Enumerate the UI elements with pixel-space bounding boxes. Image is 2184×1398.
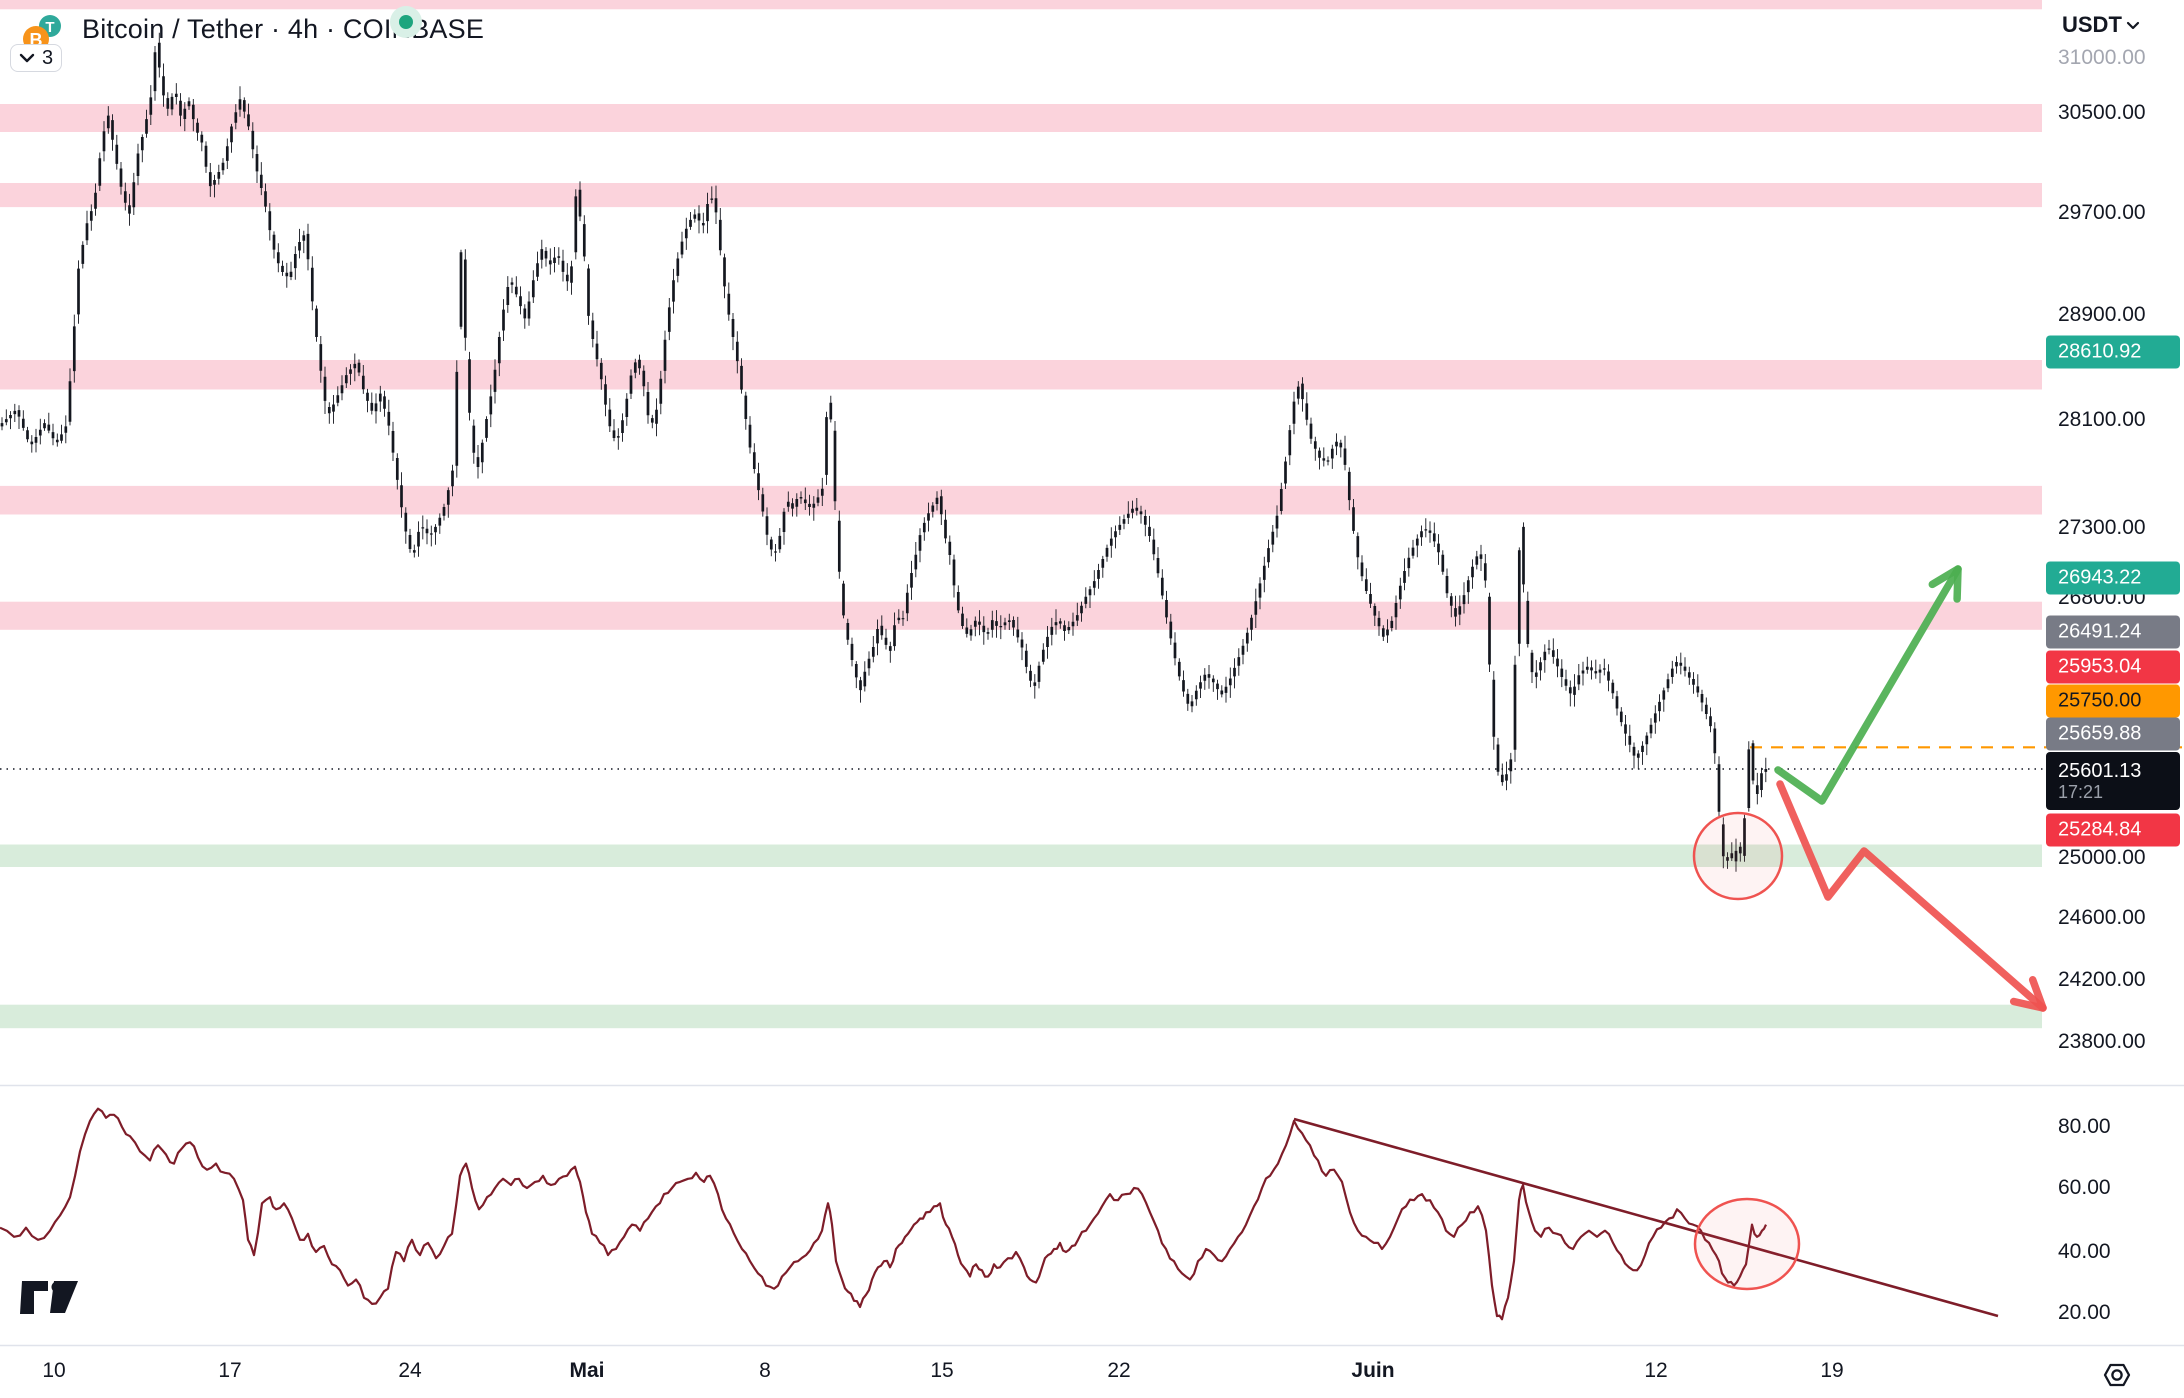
- time-axis-label: Juin: [1351, 1359, 1395, 1382]
- symbol-title[interactable]: Bitcoin / Tether · 4h · COINBASE: [82, 13, 485, 44]
- price-badge: 26491.24: [2046, 615, 2180, 649]
- candle-bodies: [0, 42, 1768, 862]
- chevron-down-icon: [19, 53, 35, 63]
- price-tick-label: 31000.00: [2058, 46, 2146, 69]
- oscillator-line: [0, 1107, 1767, 1321]
- svg-text:T: T: [45, 19, 54, 36]
- currency-selector[interactable]: USDT: [2062, 12, 2140, 38]
- price-badge: 25659.88: [2046, 717, 2180, 751]
- price-tick-label: 28100.00: [2058, 408, 2146, 431]
- chevron-down-icon: [2126, 21, 2139, 29]
- collapsed-count-label: 3: [41, 46, 54, 69]
- bearish-scenario-arrowhead: [2009, 976, 2047, 1012]
- oscillator-tick-label: 80.00: [2058, 1115, 2111, 1138]
- price-tick-label: 30500.00: [2058, 101, 2146, 124]
- candle-wicks: [1, 32, 1767, 872]
- oscillator-tick-label: 20.00: [2058, 1301, 2111, 1324]
- time-axis-label: 17: [218, 1359, 242, 1382]
- market-status-icon: [390, 6, 422, 38]
- price-tick-label: 29700.00: [2058, 201, 2146, 224]
- price-badge: 25284.84: [2046, 813, 2180, 847]
- currency-label: USDT: [2062, 12, 2122, 37]
- tradingview-logo[interactable]: [20, 1280, 80, 1316]
- price-tick-label: 28900.00: [2058, 303, 2146, 326]
- price-tick-label: 25000.00: [2058, 846, 2146, 869]
- price-tick-label: 24600.00: [2058, 906, 2146, 929]
- time-axis-label: 15: [930, 1359, 954, 1382]
- oscillator-trendline: [1293, 1117, 1999, 1318]
- price-tick-label: 27300.00: [2058, 516, 2146, 539]
- price-tick-label: 24200.00: [2058, 968, 2146, 991]
- bullish-scenario-arrow: [1774, 565, 1962, 805]
- price-badge: 26943.22: [2046, 561, 2180, 595]
- price-lows-circle: [1692, 811, 1784, 901]
- time-axis-label: Mai: [569, 1359, 605, 1382]
- time-axis-label: 12: [1644, 1359, 1668, 1382]
- time-axis-label: 8: [759, 1359, 771, 1382]
- oscillator-tick-label: 60.00: [2058, 1176, 2111, 1199]
- settings-gear-icon[interactable]: [2100, 1358, 2134, 1392]
- legend-collapse-button[interactable]: 3: [10, 44, 62, 72]
- bearish-scenario-arrow: [1776, 780, 2047, 1012]
- time-axis-label: 22: [1107, 1359, 1131, 1382]
- price-tick-label: 23800.00: [2058, 1030, 2146, 1053]
- price-badge: 25601.13 17:21: [2046, 752, 2180, 810]
- time-axis-label: 10: [42, 1359, 66, 1382]
- oscillator-circle: [1693, 1197, 1801, 1291]
- bullish-scenario-arrowhead: [1928, 565, 1962, 603]
- time-axis-label: 24: [398, 1359, 422, 1382]
- price-badge: 25750.00: [2046, 684, 2180, 718]
- price-badge: 25953.04: [2046, 650, 2180, 684]
- oscillator-tick-label: 40.00: [2058, 1240, 2111, 1263]
- supply-demand-zones: [0, 0, 2042, 1029]
- time-axis-label: 19: [1820, 1359, 1844, 1382]
- price-badge: 28610.92: [2046, 335, 2180, 369]
